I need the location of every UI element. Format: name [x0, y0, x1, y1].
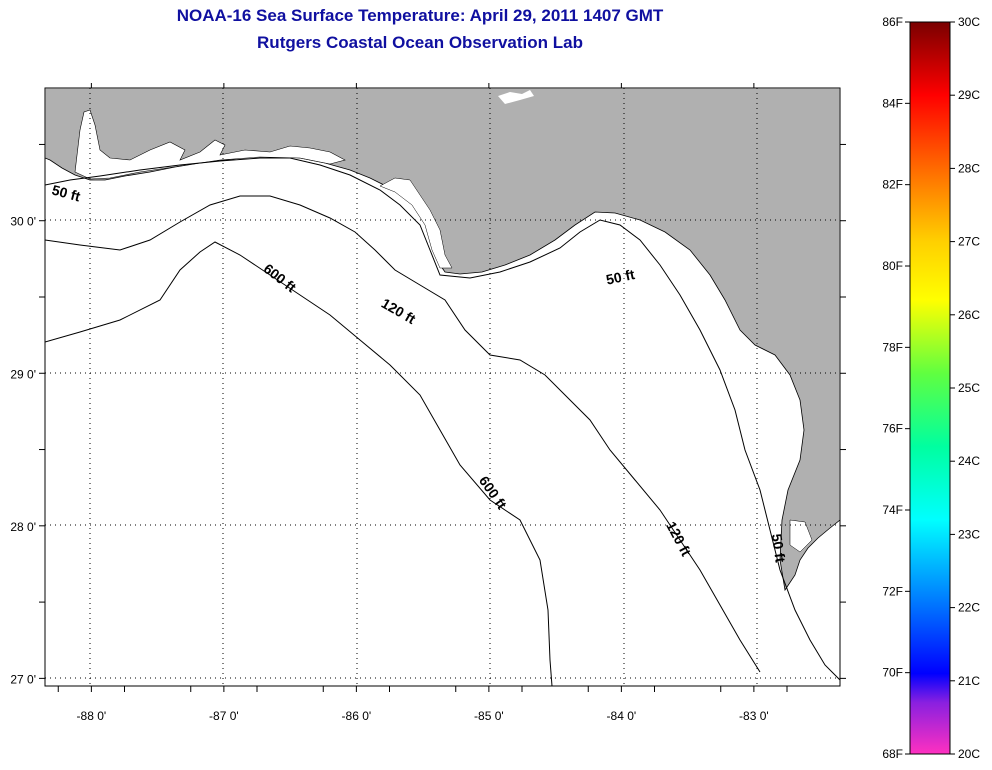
- river-inlet: [379, 177, 453, 269]
- colorbar-label-f: 80F: [882, 259, 903, 273]
- contour-120ft: [45, 195, 761, 673]
- colorbar-label-c: 23C: [958, 527, 980, 541]
- contour-50ft: [45, 157, 840, 681]
- lon-tick-label: -83 0': [739, 709, 769, 723]
- colorbar-label-f: 76F: [882, 422, 903, 436]
- lon-tick-label: -87 0': [209, 709, 239, 723]
- contour-600ft: [45, 241, 553, 686]
- colorbar-label-f: 74F: [882, 503, 903, 517]
- lat-tick-label: 29 0': [10, 367, 36, 381]
- colorbar-label-f: 68F: [882, 747, 903, 761]
- bay-east: [789, 519, 813, 553]
- lon-tick-label: -84 0': [607, 709, 637, 723]
- bay-area: [74, 109, 346, 180]
- lake-area: [498, 90, 534, 104]
- lat-tick-label: 30 0': [10, 215, 36, 229]
- map-title: NOAA-16 Sea Surface Temperature: April 2…: [176, 6, 664, 25]
- colorbar-label-c: 22C: [958, 601, 980, 615]
- colorbar-label-c: 24C: [958, 454, 980, 468]
- lon-tick-label: -88 0': [77, 709, 107, 723]
- colorbar-label-c: 25C: [958, 381, 980, 395]
- lon-tick-label: -86 0': [342, 709, 372, 723]
- contour-label: 50 ft: [50, 182, 82, 205]
- colorbar-label-f: 72F: [882, 584, 903, 598]
- colorbar-label-c: 27C: [958, 235, 980, 249]
- colorbar-label-f: 82F: [882, 178, 903, 192]
- axis-ticks: -88 0' -87 0' -86 0' -85 0' -84 0' -83 0' 30 0…: [10, 83, 846, 723]
- map-subtitle: Rutgers Coastal Ocean Observation Lab: [257, 33, 583, 52]
- colorbar-label-c: 30C: [958, 15, 980, 29]
- colorbar-label-c: 29C: [958, 88, 980, 102]
- colorbar-label-c: 28C: [958, 161, 980, 175]
- lat-tick-label: 27 0': [10, 672, 36, 686]
- colorbar-label-c: 20C: [958, 747, 980, 761]
- contour-label: 50 ft: [605, 266, 637, 288]
- colorbar-label-f: 70F: [882, 666, 903, 680]
- colorbar: [909, 21, 951, 755]
- lat-tick-label: 28 0': [10, 520, 36, 534]
- colorbar-label-f: 86F: [882, 15, 903, 29]
- lon-tick-label: -85 0': [474, 709, 504, 723]
- colorbar-label-f: 84F: [882, 96, 903, 110]
- contour-label: 50 ft: [769, 533, 789, 564]
- colorbar-label-c: 26C: [958, 308, 980, 322]
- colorbar-label-f: 78F: [882, 340, 903, 354]
- colorbar-labels: 86F 84F 82F 80F 78F 76F 74F 72F 70F 68F 30C 29C 28C 2…: [882, 15, 980, 761]
- colorbar-label-c: 21C: [958, 674, 980, 688]
